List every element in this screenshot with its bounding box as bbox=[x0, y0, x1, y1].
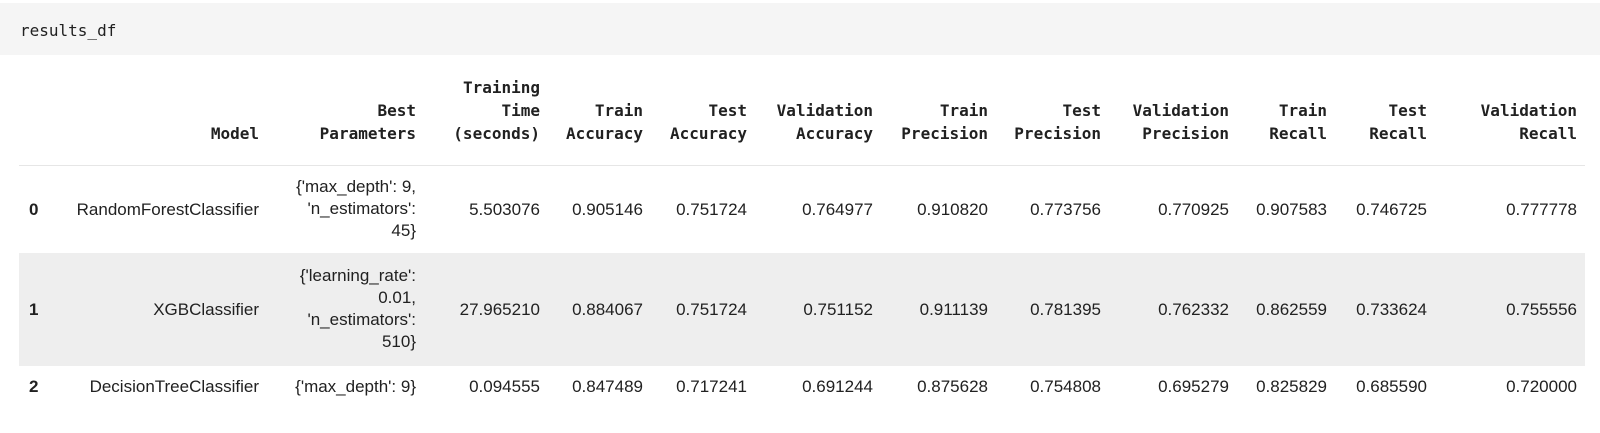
table-row: 2 DecisionTreeClassifier {'max_depth': 9… bbox=[19, 365, 1585, 408]
index-header bbox=[19, 76, 57, 166]
cell-train-recall: 0.825829 bbox=[1256, 377, 1327, 396]
cell-train-precision: 0.875628 bbox=[917, 377, 988, 396]
cell-train-accuracy: 0.884067 bbox=[572, 299, 643, 319]
cell-train-accuracy: 0.905146 bbox=[572, 199, 643, 219]
cell-best-parameters: {'max_depth': 9, 'n_estimators': 45} bbox=[296, 177, 416, 241]
code-text[interactable]: results_df bbox=[20, 21, 117, 40]
results-dataframe: Model Best Parameters Training Time (sec… bbox=[19, 76, 1585, 408]
cell-test-accuracy: 0.751724 bbox=[676, 199, 747, 219]
table-row: 1 XGBClassifier {'learning_rate': 0.01, … bbox=[19, 252, 1585, 366]
table-row: 0 RandomForestClassifier {'max_depth': 9… bbox=[19, 165, 1585, 253]
cell-best-parameters: {'learning_rate': 0.01, 'n_estimators': … bbox=[299, 266, 416, 351]
header-row: Model Best Parameters Training Time (sec… bbox=[19, 76, 1585, 166]
column-header-test-precision: Test Precision bbox=[996, 76, 1109, 166]
cell-best-parameters: {'max_depth': 9} bbox=[295, 376, 416, 396]
cell-validation-recall: 0.777778 bbox=[1506, 199, 1577, 219]
cell-train-precision: 0.911139 bbox=[919, 299, 988, 319]
cell-test-recall: 0.685590 bbox=[1356, 377, 1427, 396]
column-header-validation-accuracy: Validation Accuracy bbox=[755, 76, 881, 166]
cell-validation-accuracy: 0.691244 bbox=[802, 377, 873, 396]
cell-test-precision: 0.781395 bbox=[1030, 299, 1101, 319]
cell-train-accuracy: 0.847489 bbox=[572, 377, 643, 396]
column-header-model: Model bbox=[57, 76, 267, 166]
row-index: 1 bbox=[29, 299, 39, 319]
cell-test-recall: 0.746725 bbox=[1356, 199, 1427, 219]
cell-validation-recall: 0.720000 bbox=[1506, 377, 1577, 396]
column-header-test-accuracy: Test Accuracy bbox=[651, 76, 755, 166]
cell-training-time: 27.965210 bbox=[459, 299, 540, 319]
cell-model: XGBClassifier bbox=[153, 299, 259, 319]
cell-training-time: 5.503076 bbox=[469, 199, 540, 219]
cell-train-precision: 0.910820 bbox=[917, 199, 988, 219]
column-header-best-parameters: Best Parameters bbox=[267, 76, 424, 166]
cell-validation-accuracy: 0.751152 bbox=[803, 299, 873, 319]
column-header-train-accuracy: Train Accuracy bbox=[548, 76, 651, 166]
cell-training-time: 0.094555 bbox=[469, 377, 540, 396]
cell-validation-recall: 0.755556 bbox=[1506, 299, 1577, 319]
column-header-validation-precision: Validation Precision bbox=[1109, 76, 1237, 166]
cell-output: Model Best Parameters Training Time (sec… bbox=[19, 76, 1585, 408]
cell-test-recall: 0.733624 bbox=[1356, 299, 1427, 319]
row-index: 0 bbox=[29, 199, 39, 219]
cell-test-precision: 0.773756 bbox=[1030, 199, 1101, 219]
column-header-test-recall: Test Recall bbox=[1335, 76, 1435, 166]
cell-model: RandomForestClassifier bbox=[76, 199, 259, 219]
cell-model: DecisionTreeClassifier bbox=[89, 377, 259, 396]
column-header-validation-recall: Validation Recall bbox=[1435, 76, 1585, 166]
cell-train-recall: 0.862559 bbox=[1256, 299, 1327, 319]
cell-validation-precision: 0.770925 bbox=[1158, 199, 1229, 219]
cell-validation-precision: 0.762332 bbox=[1158, 299, 1229, 319]
cell-validation-accuracy: 0.764977 bbox=[802, 199, 873, 219]
row-index: 2 bbox=[29, 377, 39, 396]
column-header-train-precision: Train Precision bbox=[881, 76, 996, 166]
cell-validation-precision: 0.695279 bbox=[1158, 377, 1229, 396]
column-header-training-time: Training Time (seconds) bbox=[424, 76, 548, 166]
cell-train-recall: 0.907583 bbox=[1256, 199, 1327, 219]
code-cell[interactable]: results_df bbox=[0, 3, 1600, 55]
cell-test-accuracy: 0.751724 bbox=[676, 299, 747, 319]
cell-test-accuracy: 0.717241 bbox=[676, 377, 747, 396]
column-header-train-recall: Train Recall bbox=[1237, 76, 1335, 166]
cell-test-precision: 0.754808 bbox=[1030, 377, 1101, 396]
